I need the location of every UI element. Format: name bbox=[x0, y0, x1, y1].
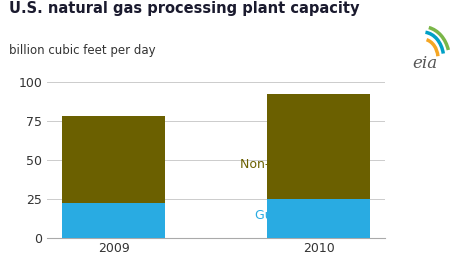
Text: Gulf Coast: Gulf Coast bbox=[255, 209, 321, 222]
Text: billion cubic feet per day: billion cubic feet per day bbox=[9, 44, 156, 57]
Text: eia: eia bbox=[412, 55, 437, 72]
Bar bbox=[267, 199, 370, 238]
Bar bbox=[63, 116, 165, 203]
Text: Non-Gulf Coast: Non-Gulf Coast bbox=[241, 158, 336, 171]
Bar bbox=[267, 94, 370, 199]
Bar bbox=[63, 203, 165, 238]
Text: U.S. natural gas processing plant capacity: U.S. natural gas processing plant capaci… bbox=[9, 1, 360, 16]
